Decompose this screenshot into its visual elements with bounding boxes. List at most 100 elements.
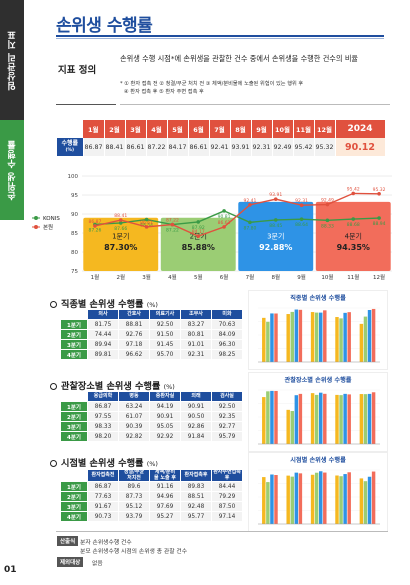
bar [371, 392, 376, 444]
bar [323, 310, 327, 362]
definition-note-line-2: ④ 환자 접촉 후 ⑤ 환자 주변 접촉 후 [124, 89, 204, 95]
month-value: 84.17 [167, 138, 189, 156]
quarter-label: 1분기 [60, 401, 88, 412]
bar [314, 472, 319, 524]
table-cell: 83.27 [180, 319, 212, 330]
data-label: 87.66 [114, 226, 127, 232]
data-point [299, 217, 304, 221]
bar [347, 472, 351, 524]
quarter-label: 1분기 [112, 232, 129, 241]
bar [343, 474, 347, 524]
formula-tag: 산출식 [57, 536, 79, 546]
row-label-main: 수행률 [61, 140, 79, 147]
quarter-label: 4분기 [60, 349, 88, 360]
table-cell: 84.09 [211, 329, 243, 340]
table-header-row: 응급의학 병동 중환자실 외래 검사실 [60, 391, 243, 402]
column-header: 미화 [211, 309, 243, 320]
quarter-label: 1분기 [60, 481, 88, 492]
table-cell: 86.87 [87, 481, 119, 492]
table-cell: 96.30 [211, 339, 243, 350]
data-label: 88.64 [295, 222, 308, 228]
table-row: 3분기 98.33 90.39 95.05 92.86 92.77 [60, 421, 243, 432]
bar [339, 476, 343, 524]
y-tick-label: 90 [71, 212, 78, 218]
data-label: 87.26 [88, 227, 101, 233]
data-point [377, 191, 381, 196]
bar [371, 308, 376, 362]
table-row: 2분기 97.55 61.07 90.91 90.50 92.35 [60, 411, 243, 422]
table-row: 1분기 86.87 89.6 91.16 89.83 84.44 [60, 481, 243, 492]
column-header: 중환자실 [149, 391, 181, 402]
definition-divider [56, 104, 116, 105]
bar [359, 323, 364, 362]
bar [363, 316, 368, 362]
data-point [222, 225, 226, 229]
exclusion-tag: 제외대상 [57, 557, 84, 567]
data-label: 92.41 [243, 198, 256, 204]
bar [310, 312, 315, 362]
bar [290, 411, 294, 444]
y-tick-label: 75 [71, 269, 78, 275]
sidebar-section-label: 임상관리 지표 [7, 29, 18, 91]
month-header: 5월 [167, 120, 189, 138]
moment-rate-table: 환자접촉전 청결/무균 처치전 체액/분비 물 노출 후 환자접촉후 환자주변접촉후 1분… [60, 469, 243, 522]
bar [314, 394, 319, 444]
table-cell: 87.50 [211, 501, 243, 512]
bar [310, 474, 315, 524]
column-header: 조무사 [180, 309, 212, 320]
table-cell: 92.92 [149, 431, 181, 442]
data-label: 88.45 [269, 223, 282, 229]
table-cell: 98.20 [87, 431, 119, 442]
quarter-value: 87.30% [104, 243, 137, 252]
bar [294, 472, 299, 524]
month-value: 95.32 [314, 138, 336, 156]
table-row: 4분기 98.20 92.82 92.92 91.84 95.79 [60, 431, 243, 442]
definition-text: 손위생 수행 시점*에 손위생을 관찰한 건수 중에서 손위생을 수행한 건수의… [120, 54, 359, 63]
table-cell: 91.45 [149, 339, 181, 350]
table-cell: 95.12 [118, 501, 150, 512]
bar [359, 478, 364, 524]
table-cell: 90.50 [180, 411, 212, 422]
moment-bar-chart: 시점별 손위생 수행률 [248, 452, 388, 532]
month-value: 93.91 [230, 138, 252, 156]
bar [286, 475, 290, 524]
location-bar-chart: 관찰장소별 손위생 수행률 [248, 372, 388, 452]
bar [359, 394, 364, 444]
bar [262, 477, 266, 524]
table-corner [60, 391, 88, 402]
bar [343, 393, 347, 444]
bar [286, 314, 290, 362]
sidebar-section-label-wrap: 임상관리 지표 [0, 8, 24, 112]
y-tick-label: 80 [71, 250, 78, 256]
data-label: 93.91 [269, 192, 282, 198]
table-cell: 80.81 [180, 329, 212, 340]
data-label: 92.31 [295, 198, 308, 204]
table-cell: 89.83 [180, 481, 212, 492]
mini-chart-title: 관찰장소별 손위생 수행률 [285, 376, 352, 384]
month-header: 7월 [209, 120, 231, 138]
data-point [93, 224, 97, 228]
table-cell: 91.16 [149, 481, 181, 492]
bar [270, 474, 274, 524]
column-header: 체액/분비 물 노출 후 [149, 469, 181, 482]
bar [298, 309, 303, 362]
data-label: 88.94 [373, 221, 386, 227]
table-cell: 90.39 [118, 421, 150, 432]
x-tick-label: 8월 [271, 273, 280, 281]
occupation-bar-chart: 직종별 손위생 수행률 [248, 290, 388, 370]
table-cell: 87.73 [118, 491, 150, 502]
bar [323, 393, 327, 444]
table-cell: 88.51 [180, 491, 212, 502]
data-label: 92.49 [321, 198, 334, 204]
data-label: 86.87 [88, 219, 101, 225]
bar [286, 409, 290, 444]
table-cell: 95.77 [180, 511, 212, 522]
bar [274, 313, 278, 362]
data-label: 87.92 [192, 225, 205, 231]
occupation-rate-table: 의사 간호사 의료기사 조무사 미화 1분기 81.75 88.81 92.50 83.27 70.… [60, 309, 243, 360]
section-title-text: 관찰장소별 손위생 수행률 [61, 381, 161, 392]
month-value: 86.61 [125, 138, 147, 156]
bar [319, 312, 323, 362]
table-cell: 92.77 [211, 421, 243, 432]
table-cell: 92.31 [180, 349, 212, 360]
